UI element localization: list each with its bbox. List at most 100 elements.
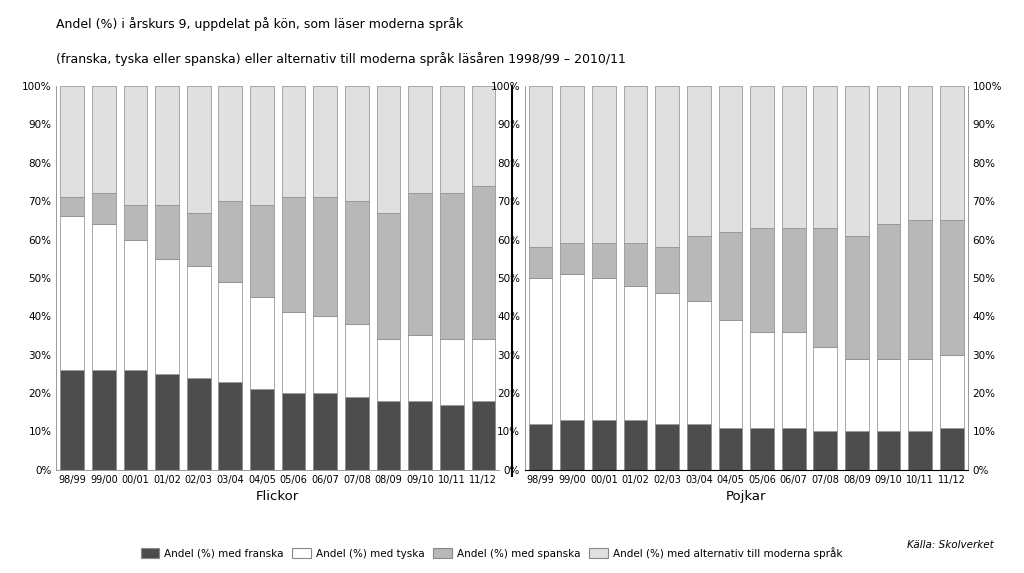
Bar (313, 86, 337, 197)
Bar (92, 86, 116, 194)
Bar (440, 194, 464, 339)
Bar (440, 405, 464, 470)
Bar (124, 370, 147, 470)
Bar (92, 194, 116, 224)
Bar (440, 86, 464, 194)
Bar (60, 197, 84, 217)
Bar (471, 339, 496, 401)
Bar (624, 86, 647, 244)
Bar (528, 424, 553, 470)
Bar (782, 427, 806, 470)
X-axis label: Flickor: Flickor (256, 490, 299, 503)
Bar (528, 247, 553, 278)
Bar (124, 205, 147, 240)
Bar (156, 86, 179, 205)
Bar (845, 236, 868, 359)
Bar (624, 285, 647, 420)
Text: Andel (%) i årskurs 9, uppdelat på kön, som läser moderna språk: Andel (%) i årskurs 9, uppdelat på kön, … (56, 17, 464, 31)
Bar (687, 86, 711, 236)
Bar (250, 297, 273, 389)
Bar (624, 244, 647, 285)
Bar (440, 339, 464, 405)
Bar (592, 278, 615, 420)
Bar (60, 370, 84, 470)
Bar (560, 274, 584, 420)
Text: Källa: Skolverket: Källa: Skolverket (906, 540, 993, 550)
Bar (471, 86, 496, 186)
Bar (751, 332, 774, 427)
Bar (940, 355, 964, 427)
Bar (218, 282, 242, 382)
Bar (218, 201, 242, 282)
Bar (751, 427, 774, 470)
Bar (282, 393, 305, 470)
Bar (92, 370, 116, 470)
Bar (877, 359, 900, 431)
Bar (719, 320, 742, 427)
Bar (282, 86, 305, 197)
Bar (908, 221, 932, 359)
X-axis label: Pojkar: Pojkar (726, 490, 767, 503)
Bar (60, 217, 84, 370)
Bar (345, 86, 369, 201)
Bar (156, 374, 179, 470)
Bar (908, 431, 932, 470)
Bar (282, 197, 305, 312)
Bar (624, 420, 647, 470)
Bar (409, 86, 432, 194)
Bar (877, 86, 900, 224)
Bar (751, 228, 774, 332)
Bar (218, 382, 242, 470)
Bar (186, 378, 211, 470)
Bar (124, 86, 147, 205)
Bar (528, 278, 553, 424)
Bar (186, 266, 211, 378)
Bar (940, 86, 964, 221)
Bar (560, 420, 584, 470)
Bar (813, 228, 838, 347)
Bar (813, 431, 838, 470)
Bar (156, 259, 179, 374)
Bar (92, 224, 116, 370)
Bar (313, 316, 337, 393)
Bar (124, 240, 147, 370)
Bar (687, 301, 711, 424)
Bar (592, 86, 615, 244)
Bar (409, 336, 432, 401)
Bar (592, 244, 615, 278)
Bar (592, 420, 615, 470)
Bar (751, 86, 774, 228)
Bar (218, 86, 242, 201)
Text: (franska, tyska eller spanska) eller alternativ till moderna språk läsåren 1998/: (franska, tyska eller spanska) eller alt… (56, 52, 627, 65)
Bar (940, 221, 964, 355)
Bar (377, 401, 400, 470)
Bar (186, 86, 211, 213)
Bar (250, 86, 273, 205)
Bar (655, 247, 679, 293)
Bar (908, 359, 932, 431)
Bar (345, 397, 369, 470)
Bar (282, 312, 305, 393)
Bar (845, 359, 868, 431)
Bar (877, 431, 900, 470)
Bar (560, 244, 584, 274)
Legend: Andel (%) med franska, Andel (%) med tyska, Andel (%) med spanska, Andel (%) med: Andel (%) med franska, Andel (%) med tys… (137, 544, 846, 562)
Bar (719, 427, 742, 470)
Bar (719, 86, 742, 232)
Bar (377, 213, 400, 339)
Bar (813, 347, 838, 431)
Bar (940, 427, 964, 470)
Bar (782, 86, 806, 228)
Bar (250, 389, 273, 470)
Bar (560, 86, 584, 244)
Bar (719, 232, 742, 320)
Bar (471, 401, 496, 470)
Bar (655, 293, 679, 424)
Bar (655, 86, 679, 247)
Bar (250, 205, 273, 297)
Bar (845, 86, 868, 236)
Bar (908, 86, 932, 221)
Bar (409, 194, 432, 336)
Bar (313, 197, 337, 316)
Bar (782, 228, 806, 332)
